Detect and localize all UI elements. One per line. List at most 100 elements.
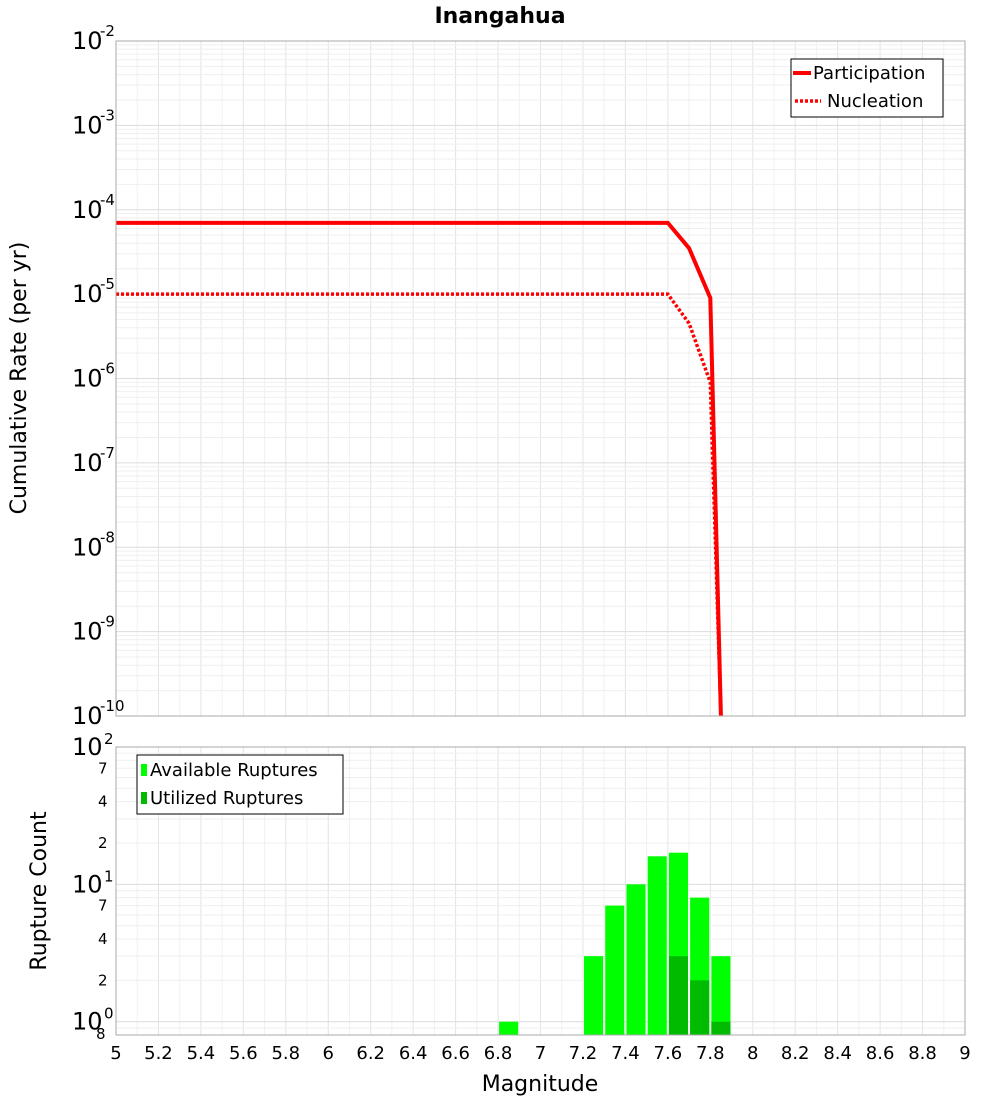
legend-swatch-available — [141, 764, 147, 776]
x-tick-label: 9 — [959, 1043, 970, 1064]
chart-title: Inangahua — [434, 4, 565, 29]
y-tick-label: 10-8 — [72, 528, 115, 561]
y-tick-exponent: 0 — [104, 1005, 114, 1023]
x-tick-label: 8 — [747, 1043, 758, 1064]
y-minor-tick-label: 7 — [98, 759, 108, 777]
legend-label-available: Available Ruptures — [150, 760, 318, 781]
y-tick-exponent: -5 — [100, 275, 115, 293]
y-tick-base: 10 — [72, 702, 103, 730]
bar-utilized: Utilized Ruptures: 1 — [711, 1021, 731, 1035]
bar-utilized: Utilized Ruptures: 2 — [690, 980, 710, 1035]
y-tick-exponent: -4 — [100, 191, 115, 209]
x-tick-label: 7 — [535, 1043, 546, 1064]
rate-plot-grid — [115, 40, 966, 717]
y-tick-exponent: -10 — [100, 697, 125, 715]
bar-available: Available Ruptures: 7 — [605, 905, 625, 1035]
bar-utilized: Utilized Ruptures: 3 — [668, 956, 689, 1035]
x-tick-label: 8.4 — [823, 1043, 852, 1064]
y-tick-exponent: -9 — [100, 613, 115, 631]
x-tick-label: 8.2 — [781, 1043, 810, 1064]
y-tick-base: 10 — [72, 27, 103, 55]
y-tick-base: 10 — [72, 365, 103, 393]
count-plot-legend: Available Ruptures Utilized Ruptures — [136, 754, 344, 815]
x-tick-label: 5.4 — [187, 1043, 216, 1064]
y-minor-tick-label: 8 — [96, 1025, 106, 1043]
x-tick-label: 7.4 — [611, 1043, 640, 1064]
y-tick-label: 10-3 — [72, 106, 115, 139]
y-tick-exponent: -7 — [100, 444, 115, 462]
y-minor-tick-label: 4 — [98, 930, 108, 948]
y-tick-exponent: -6 — [100, 360, 115, 378]
y-tick-label: 10-10 — [72, 697, 125, 730]
y-tick-label: 10 0 — [72, 1005, 114, 1036]
x-tick-label: 7.8 — [696, 1043, 725, 1064]
x-tick-label: 6.8 — [484, 1043, 513, 1064]
y-tick-exponent: -8 — [100, 528, 115, 546]
y-tick-label: 10-6 — [72, 360, 115, 393]
y-tick-label: 10-7 — [72, 444, 115, 477]
x-tick-label: 6 — [323, 1043, 334, 1064]
x-axis-label: Magnitude — [482, 1072, 599, 1097]
rate-plot-y-axis-label: Cumulative Rate (per yr) — [7, 242, 32, 515]
count-plot-bars: Available Ruptures: 1 Available Ruptures:… — [499, 852, 731, 1035]
y-minor-tick-label: 2 — [98, 834, 108, 852]
y-tick-exponent: -2 — [100, 22, 115, 40]
x-tick-label: 8.6 — [866, 1043, 895, 1064]
x-tick-label: 5.8 — [271, 1043, 300, 1064]
x-tick-label: 5.6 — [229, 1043, 258, 1064]
y-tick-base: 10 — [72, 1008, 103, 1036]
y-tick-label: 10-2 — [72, 22, 115, 55]
x-tick-label: 6.4 — [399, 1043, 428, 1064]
x-tick-label: 7.2 — [569, 1043, 598, 1064]
y-tick-base: 10 — [72, 533, 103, 561]
series-line-participation — [116, 220, 723, 717]
y-tick-label: 10-5 — [72, 275, 115, 308]
y-tick-base: 10 — [72, 870, 103, 898]
series-line-nucleation — [116, 292, 723, 717]
x-tick-label: 6.6 — [441, 1043, 470, 1064]
x-tick-label: 8.8 — [908, 1043, 937, 1064]
count-plot-y-axis-label: Rupture Count — [27, 811, 52, 971]
y-tick-exponent: -3 — [100, 106, 115, 124]
bar-available: Available Ruptures: 10 — [626, 884, 646, 1035]
bar-available: Available Ruptures: 16 — [647, 856, 667, 1035]
x-tick-label: 7.6 — [654, 1043, 683, 1064]
legend-label-nucleation: Nucleation — [827, 91, 923, 112]
y-tick-label: 10 1 — [72, 867, 114, 898]
rate-plot-frame — [115, 40, 966, 717]
count-plot: Available Ruptures: 1 Available Ruptures:… — [27, 730, 971, 1097]
bar-available: Available Ruptures: 1 — [499, 1021, 519, 1035]
y-tick-base: 10 — [72, 618, 103, 646]
y-tick-base: 10 — [72, 196, 103, 224]
count-plot-x-ticks: 5 5.2 5.4 5.6 5.8 6 6.2 6.4 6.6 6.8 7 7.2 7.4 7.6 7.8 8… — [110, 1043, 970, 1064]
bar-available: Available Ruptures: 3 — [711, 956, 731, 1035]
y-tick-label: 10-4 — [72, 191, 115, 224]
y-tick-base: 10 — [72, 280, 103, 308]
rate-plot-legend: Participation Nucleation — [790, 58, 944, 118]
count-plot-frame — [115, 746, 966, 1036]
legend-box — [136, 754, 344, 815]
legend-label-participation: Participation — [813, 63, 925, 84]
y-tick-exponent: 2 — [104, 730, 114, 748]
y-tick-exponent: 1 — [104, 867, 114, 885]
legend-box — [790, 58, 944, 118]
y-minor-tick-label: 4 — [98, 793, 108, 811]
legend-label-utilized: Utilized Ruptures — [150, 788, 303, 809]
y-minor-tick-label: 2 — [98, 971, 108, 989]
x-tick-label: 5 — [110, 1043, 121, 1064]
legend-swatch-utilized — [141, 792, 147, 804]
bar-available: Available Ruptures: 3 — [584, 956, 604, 1035]
y-tick-label: 10-9 — [72, 613, 115, 646]
y-minor-tick-label: 7 — [98, 897, 108, 915]
rate-plot-series — [116, 220, 723, 717]
y-tick-base: 10 — [72, 733, 103, 761]
y-tick-label: 10 2 — [72, 730, 114, 761]
y-tick-base: 10 — [72, 111, 103, 139]
y-tick-base: 10 — [72, 449, 103, 477]
x-tick-label: 5.2 — [144, 1043, 173, 1064]
x-tick-label: 6.2 — [356, 1043, 385, 1064]
